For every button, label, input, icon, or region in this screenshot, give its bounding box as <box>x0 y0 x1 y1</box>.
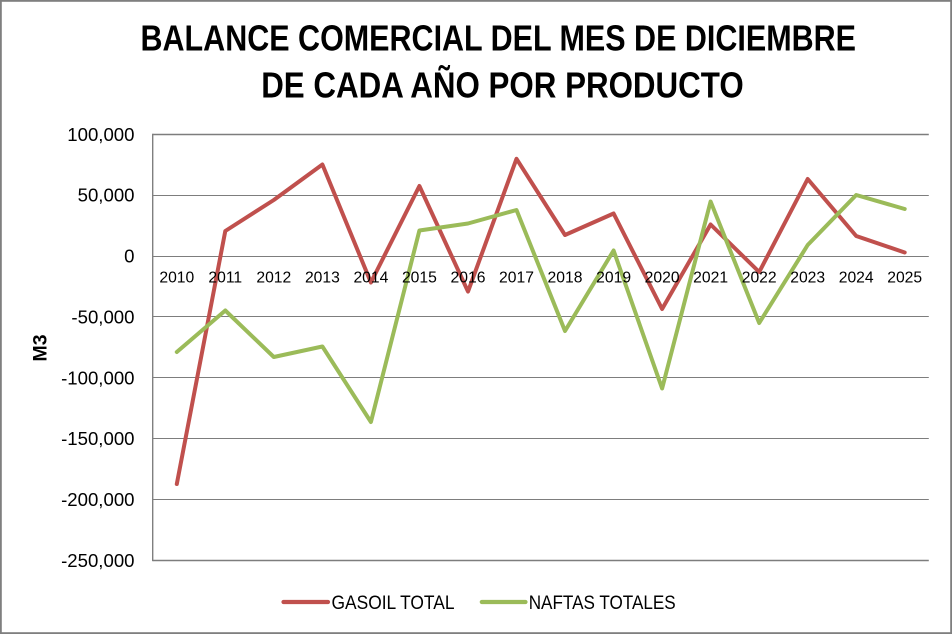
svg-text:2025: 2025 <box>887 270 922 287</box>
svg-text:-100,000: -100,000 <box>61 367 134 388</box>
svg-text:2014: 2014 <box>353 270 388 287</box>
svg-text:DE CADA AÑO POR PRODUCTO: DE CADA AÑO POR PRODUCTO <box>261 63 744 105</box>
svg-text:-250,000: -250,000 <box>61 550 134 571</box>
svg-text:2018: 2018 <box>548 270 583 287</box>
svg-text:2013: 2013 <box>305 270 340 287</box>
svg-text:BALANCE COMERCIAL DEL MES DE D: BALANCE COMERCIAL DEL MES DE DICIEMBRE <box>141 18 857 59</box>
svg-text:NAFTAS TOTALES: NAFTAS TOTALES <box>529 592 676 614</box>
svg-text:50,000: 50,000 <box>78 185 135 206</box>
svg-text:2016: 2016 <box>451 270 486 287</box>
svg-text:2021: 2021 <box>693 270 728 287</box>
svg-text:2023: 2023 <box>790 270 825 287</box>
svg-text:2011: 2011 <box>208 270 242 287</box>
svg-text:100,000: 100,000 <box>67 124 134 145</box>
svg-text:-150,000: -150,000 <box>61 428 134 449</box>
svg-text:2015: 2015 <box>402 270 437 287</box>
svg-text:2020: 2020 <box>645 270 680 287</box>
svg-text:M3: M3 <box>30 334 52 361</box>
svg-text:2010: 2010 <box>159 270 194 287</box>
svg-text:GASOIL TOTAL: GASOIL TOTAL <box>332 592 455 614</box>
svg-text:0: 0 <box>124 246 134 267</box>
svg-text:2019: 2019 <box>596 270 631 287</box>
svg-text:2012: 2012 <box>256 270 291 287</box>
svg-text:2024: 2024 <box>839 270 874 287</box>
svg-text:-200,000: -200,000 <box>61 489 134 510</box>
svg-text:2017: 2017 <box>499 270 534 287</box>
svg-text:-50,000: -50,000 <box>71 306 134 327</box>
svg-text:2022: 2022 <box>742 270 777 287</box>
